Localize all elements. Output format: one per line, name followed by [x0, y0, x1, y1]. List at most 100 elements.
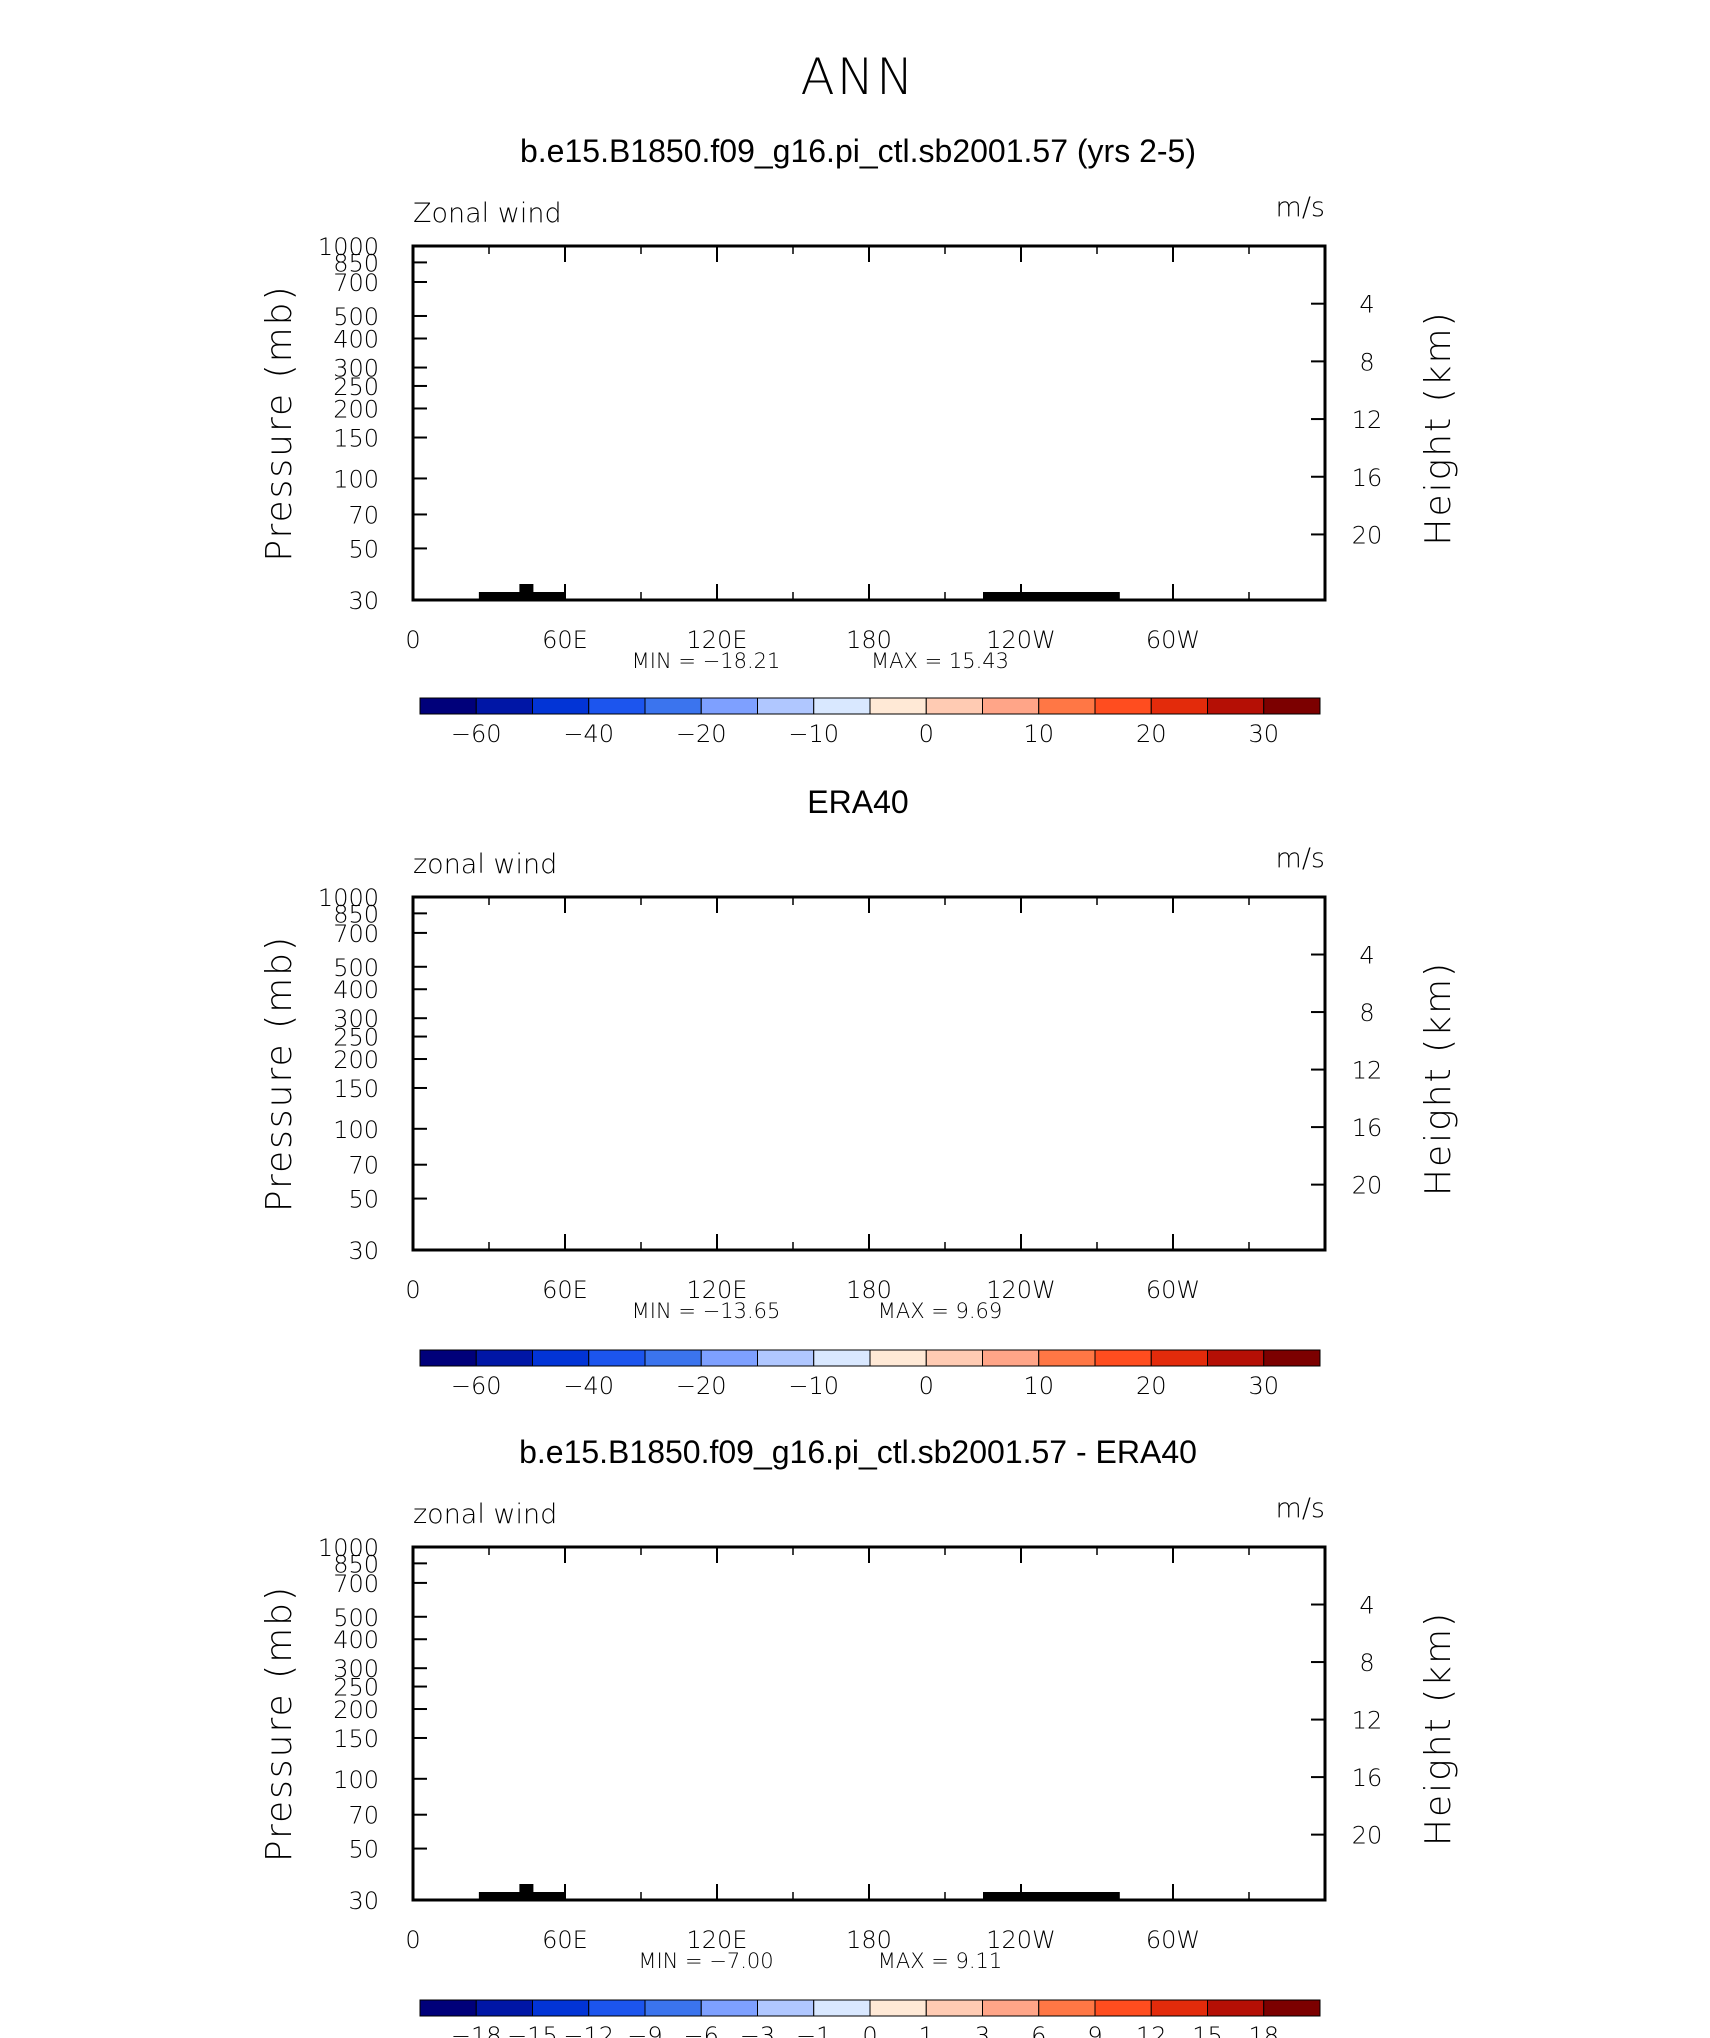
pressure-tick-label: 1000 — [318, 884, 379, 912]
pressure-tick-label: 200 — [333, 395, 379, 423]
colorbar-swatch — [475, 1999, 533, 2017]
plot-frame — [411, 244, 1327, 602]
pressure-tick-label: 30 — [348, 587, 379, 615]
lon-tick-label: 120W — [986, 1276, 1056, 1304]
colorbar-swatch — [813, 1349, 871, 1367]
colorbar-swatch — [1150, 697, 1208, 715]
pressure-tick-label: 400 — [333, 1626, 379, 1654]
panel-1: b.e15.B1850.f09_g16.pi_ctl.sb2001.57 (yr… — [259, 133, 1459, 748]
pressure-tick-label: 100 — [333, 1766, 379, 1794]
pressure-tick-label: 400 — [333, 976, 379, 1004]
pressure-tick-label: 500 — [333, 303, 379, 331]
topography-mark — [544, 592, 565, 600]
colorbar-swatch — [588, 1999, 646, 2017]
lon-tick-label: 60W — [1146, 626, 1200, 654]
colorbar-swatch — [1094, 697, 1152, 715]
colorbar-swatch — [644, 1349, 702, 1367]
colorbar-swatch — [1150, 1349, 1208, 1367]
colorbar-label: −10 — [788, 1372, 839, 1400]
panel-title: ERA40 — [807, 784, 908, 820]
height-tick-label: 8 — [1359, 1649, 1374, 1677]
height-tick-label: 16 — [1352, 1764, 1383, 1792]
lon-tick-label: 60W — [1146, 1926, 1200, 1954]
variable-label: Zonal wind — [413, 198, 562, 229]
pressure-tick-label: 1000 — [318, 1534, 379, 1562]
y-axis-title: Pressure (mb) — [259, 935, 300, 1212]
colorbar-swatch — [1207, 1999, 1265, 2017]
variable-label: zonal wind — [413, 849, 557, 880]
lon-tick-label: 180 — [846, 1926, 892, 1954]
colorbar-label: −40 — [563, 720, 614, 748]
colorbar-label: −20 — [676, 1372, 727, 1400]
colorbar-label: 9 — [1087, 2022, 1102, 2038]
pressure-tick-label: 1000 — [318, 233, 379, 261]
lon-tick-label: 0 — [405, 1926, 420, 1954]
y2-axis-title: Height (km) — [1418, 310, 1459, 545]
topography-mark — [529, 592, 558, 600]
colorbar-swatch — [925, 697, 983, 715]
topography-mark — [519, 584, 534, 592]
colorbar-label: −1 — [796, 2022, 831, 2038]
colorbar-swatch — [700, 1999, 758, 2017]
colorbar-swatch — [1038, 1999, 1096, 2017]
pressure-tick-label: 150 — [333, 1075, 379, 1103]
colorbar-swatch — [869, 697, 927, 715]
height-tick-label: 16 — [1352, 464, 1383, 492]
colorbar-swatch — [532, 1349, 590, 1367]
height-tick-label: 8 — [1359, 348, 1374, 376]
topography-mark — [993, 592, 1120, 600]
colorbar: −60 −40 −20 −10 0 10 20 30 — [419, 1349, 1321, 1400]
colorbar-label: 6 — [1031, 2022, 1046, 2038]
pressure-tick-label: 70 — [348, 1152, 379, 1180]
height-tick-label: 20 — [1352, 1822, 1383, 1850]
lon-tick-label: 120E — [687, 1276, 748, 1304]
colorbar-swatch — [813, 1999, 871, 2017]
colorbar-swatch — [532, 697, 590, 715]
pressure-tick-label: 500 — [333, 1604, 379, 1632]
height-tick-label: 12 — [1352, 406, 1383, 434]
colorbar-label: −12 — [563, 2022, 614, 2038]
lon-tick-label: 60E — [542, 626, 588, 654]
colorbar-swatch — [925, 1349, 983, 1367]
pressure-tick-label: 500 — [333, 954, 379, 982]
colorbar-label: 30 — [1248, 1372, 1279, 1400]
pressure-tick-label: 70 — [348, 1802, 379, 1830]
pressure-tick-label: 300 — [333, 1655, 379, 1683]
max-label: MAX = 9.11 — [878, 1949, 1003, 1973]
pressure-tick-label: 200 — [333, 1046, 379, 1074]
height-tick-label: 4 — [1359, 291, 1374, 319]
units-label: m/s — [1276, 843, 1325, 874]
height-tick-label: 4 — [1359, 1592, 1374, 1620]
pressure-tick-label: 100 — [333, 1116, 379, 1144]
colorbar: −60 −40 −20 −10 0 10 20 30 — [419, 697, 1321, 748]
colorbar-swatch — [1038, 697, 1096, 715]
panel-3: b.e15.B1850.f09_g16.pi_ctl.sb2001.57 - E… — [259, 1434, 1459, 2038]
colorbar-label: 3 — [975, 2022, 990, 2038]
pressure-tick-label: 400 — [333, 326, 379, 354]
lon-tick-label: 180 — [846, 1276, 892, 1304]
max-label: MAX = 9.69 — [878, 1299, 1003, 1323]
lon-tick-label: 120E — [687, 1926, 748, 1954]
pressure-tick-label: 850 — [333, 1550, 379, 1578]
colorbar-label: −9 — [627, 2022, 662, 2038]
pressure-tick-label: 850 — [333, 900, 379, 928]
pressure-tick-label: 30 — [348, 1887, 379, 1915]
colorbar-swatch — [475, 1349, 533, 1367]
colorbar-label: 18 — [1248, 2022, 1279, 2038]
colorbar-label: −20 — [676, 720, 727, 748]
height-tick-label: 20 — [1352, 1172, 1383, 1200]
colorbar-swatch — [757, 1349, 815, 1367]
pressure-tick-label: 250 — [333, 373, 379, 401]
colorbar-label: −60 — [451, 1372, 502, 1400]
pressure-tick-label: 100 — [333, 465, 379, 493]
colorbar-swatch — [700, 1349, 758, 1367]
colorbar-label: 10 — [1023, 1372, 1054, 1400]
max-label: MAX = 15.43 — [871, 649, 1009, 673]
colorbar-swatch — [982, 1349, 1040, 1367]
y2-axis-title: Height (km) — [1418, 961, 1459, 1196]
topography-mark — [519, 1884, 534, 1892]
lon-tick-label: 0 — [405, 626, 420, 654]
height-tick-label: 20 — [1352, 521, 1383, 549]
colorbar-label: 0 — [919, 1372, 934, 1400]
pressure-tick-label: 700 — [333, 1570, 379, 1598]
